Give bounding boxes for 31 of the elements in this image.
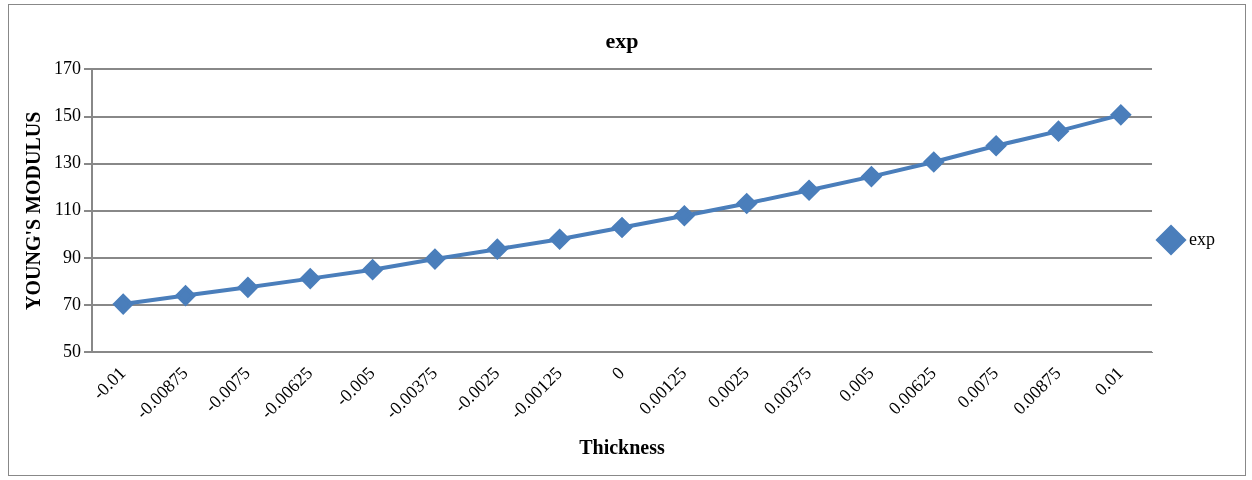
y-tick-label: 50 [63,340,81,361]
point [1110,104,1131,125]
point [612,217,633,238]
y-tick-label: 110 [54,199,81,220]
point [986,135,1007,156]
point [487,239,508,260]
point [1048,121,1069,142]
point [674,205,695,226]
y-tick-label: 130 [54,152,81,173]
chart-title: exp [605,27,639,53]
point [113,294,134,315]
point [549,229,570,250]
x-tick-label: 0 [607,362,629,384]
point [424,249,445,270]
y-tick-label: 90 [63,246,81,267]
point [175,285,196,306]
legend-label: exp [1189,228,1216,249]
point [799,180,820,201]
y-tick-label: 170 [54,58,81,79]
point [861,166,882,187]
point [362,259,383,280]
y-tick-label: 150 [54,105,81,126]
point [923,151,944,172]
point [736,193,757,214]
x-tick-label: -0.01 [88,362,130,404]
point [300,268,321,289]
x-tick-label: 0.01 [1090,362,1128,400]
point [237,277,258,298]
y-tick-label: 70 [63,293,81,314]
y-axis-title: YOUNG'S MODULUS [22,111,45,310]
x-axis-title: Thickness [579,436,666,459]
